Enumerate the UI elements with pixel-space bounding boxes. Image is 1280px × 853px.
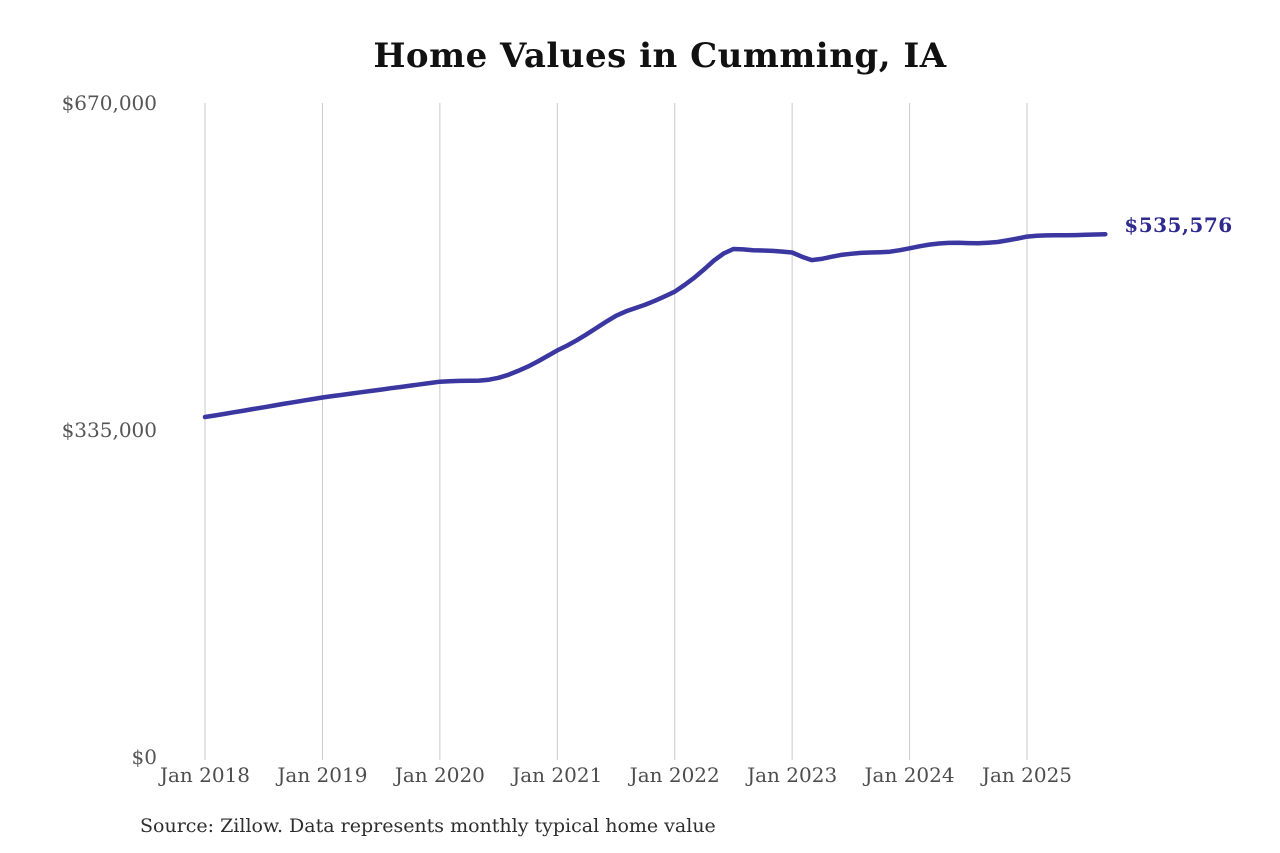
x-tick-label: Jan 2020: [394, 763, 485, 787]
x-tick-label: Jan 2024: [864, 763, 955, 787]
x-tick-label: Jan 2022: [629, 763, 720, 787]
chart-title: Home Values in Cumming, IA: [373, 36, 947, 76]
x-tick-label: Jan 2021: [512, 763, 603, 787]
end-value-label: $535,576: [1124, 213, 1233, 238]
y-tick-label: $335,000: [61, 418, 157, 442]
y-tick-label: $0: [131, 745, 157, 769]
source-note: Source: Zillow. Data represents monthly …: [140, 815, 716, 837]
x-tick-label: Jan 2018: [159, 763, 251, 787]
home-value-line: [202, 231, 1108, 420]
x-tick-label: Jan 2023: [747, 763, 838, 787]
y-tick-label: $670,000: [61, 91, 157, 115]
x-tick-label: Jan 2025: [981, 763, 1073, 787]
x-tick-label: Jan 2019: [277, 763, 368, 787]
